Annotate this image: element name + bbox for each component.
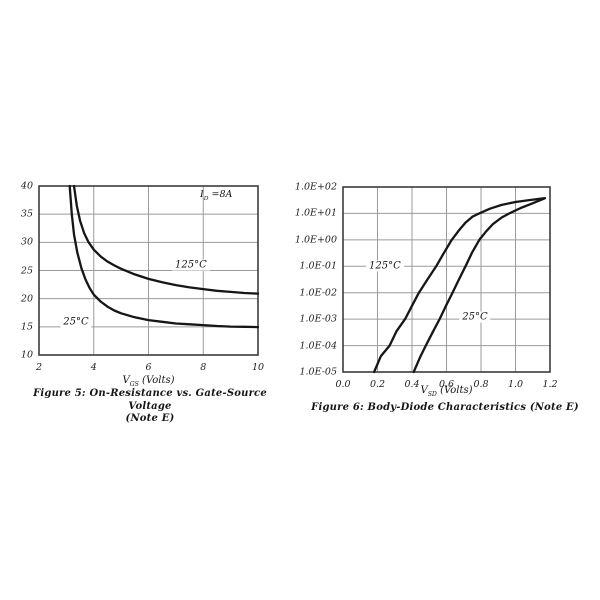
figure5-curve-125c [72, 184, 260, 295]
figure5-x-axis-unit: (Volts) [138, 375, 175, 386]
figure5-x-axis-symbol: V [122, 375, 130, 386]
figure5-x-tick-8: 8 [200, 362, 207, 373]
figure6-curve-label-25c: 25°C [459, 311, 491, 323]
figure5-y-tick-30: 30 [20, 236, 33, 248]
figure6-x-axis-unit: (Volts) [436, 385, 473, 396]
figure6-y-tick-10e02: 1.0E-02 [299, 287, 337, 299]
figure5-y-tick-35: 35 [20, 208, 33, 220]
figure5-caption-line2: (Note E) [125, 413, 175, 424]
figure5-curve-label-125c: 125°C [172, 259, 210, 271]
figure6-y-tick-10e04: 1.0E-04 [299, 340, 337, 352]
figure6-x-axis-subscript: SD [427, 391, 437, 398]
figure5-x-tick-6: 6 [145, 362, 152, 373]
figure6-curve-125c [372, 196, 546, 374]
figure6-x-tick-10: 1.0 [507, 379, 524, 390]
figure5-caption: Figure 5: On-Resistance vs. Gate-Source … [14, 388, 286, 426]
figure5-test-condition-annotation: ID =8A [200, 189, 232, 202]
figure6-y-tick-10e05: 1.0E-05 [299, 366, 337, 378]
figure6-y-tick-10e01: 1.0E+01 [294, 207, 337, 219]
figure5-y-tick-10: 10 [20, 349, 33, 361]
figure5-x-axis-title: VGS (Volts) [39, 375, 258, 388]
figure6-x-tick-04: 0.4 [404, 379, 420, 390]
figure5-x-tick-10: 10 [251, 362, 265, 373]
figure6-caption: Figure 6: Body-Diode Characteristics (No… [300, 402, 590, 415]
figure6-x-tick-00: 0.0 [335, 379, 351, 390]
figure6-curve-25c [412, 197, 546, 374]
figure6-y-tick-10e01: 1.0E-01 [299, 260, 337, 272]
figure5-x-axis-subscript: GS [129, 381, 139, 388]
figure5-y-tick-15: 15 [20, 321, 33, 333]
figure5-y-tick-20: 20 [20, 293, 33, 305]
figure6-x-tick-08: 0.8 [473, 379, 489, 390]
figure5-curve-label-25c: 25°C [60, 316, 92, 328]
figure5-annotation-value: =8A [208, 189, 233, 200]
figure6-x-tick-12: 1.2 [542, 379, 558, 390]
figure6-caption-line1: Figure 6: Body-Diode Characteristics (No… [311, 402, 579, 413]
figure6-y-tick-10e02: 1.0E+02 [294, 181, 337, 193]
figure5-y-tick-25: 25 [20, 265, 33, 276]
figure5-y-tick-40: 40 [20, 180, 33, 192]
figure6-x-tick-02: 0.2 [369, 379, 386, 390]
figure5-x-tick-4: 4 [90, 362, 97, 373]
figure6-x-axis-title: VSD (Volts) [343, 385, 550, 398]
figure6-curve-label-125c: 125°C [366, 260, 404, 272]
figure5-frame [38, 185, 259, 356]
figure6-x-tick-06: 0.6 [438, 379, 455, 390]
figure6-x-axis-symbol: V [420, 385, 428, 396]
figure6-y-tick-10e03: 1.0E-03 [299, 313, 337, 325]
figure6-frame [342, 186, 551, 373]
figure6-y-tick-10e00: 1.0E+00 [294, 234, 337, 246]
figure5-curve-25c [68, 184, 260, 329]
figure5-caption-line1: Figure 5: On-Resistance vs. Gate-Source … [33, 388, 267, 412]
figure5-x-tick-2: 2 [35, 362, 43, 373]
